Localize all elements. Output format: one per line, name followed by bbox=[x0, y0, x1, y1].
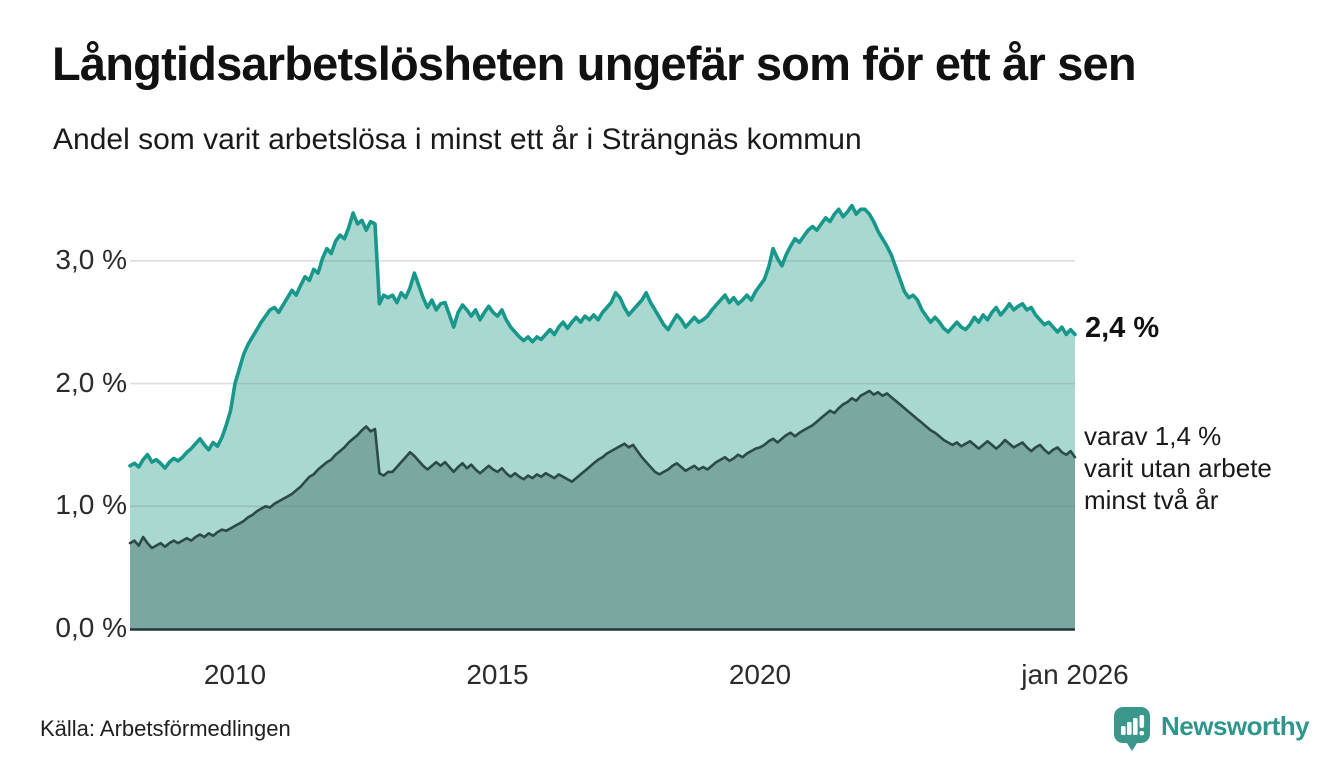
series-1-area bbox=[130, 390, 1075, 629]
y-tick-label: 0,0 % bbox=[55, 612, 127, 643]
newsworthy-wordmark: Newsworthy bbox=[1161, 710, 1310, 741]
series-0-line bbox=[128, 203, 1077, 470]
gridlines bbox=[130, 260, 1075, 508]
y-tick-label: 1,0 % bbox=[55, 489, 127, 521]
latest-value-label: 2,4 % bbox=[1085, 312, 1160, 344]
newsworthy-logo: Newsworthy bbox=[1113, 706, 1310, 752]
x-tick-label: 2010 bbox=[203, 659, 267, 690]
secondary-series-label: varav 1,4 % varit utan arbete minst två … bbox=[1084, 420, 1272, 516]
page-title: Långtidsarbetslösheten ungefär som för e… bbox=[52, 37, 1137, 90]
series-1-line bbox=[128, 389, 1077, 550]
y-tick-label: 3,0 % bbox=[55, 243, 127, 275]
source-credit: Källa: Arbetsförmedlingen bbox=[40, 716, 291, 741]
secondary-label-line3: minst två år bbox=[1084, 485, 1219, 515]
x-tick-label: 2020 bbox=[728, 659, 792, 690]
secondary-label-line1: varav 1,4 % bbox=[1084, 421, 1222, 451]
newsworthy-badge-icon bbox=[1114, 707, 1150, 751]
x-tick-label: jan 2026 bbox=[1021, 659, 1129, 690]
secondary-label-line2: varit utan arbete bbox=[1084, 453, 1272, 483]
page-subtitle: Andel som varit arbetslösa i minst ett å… bbox=[53, 123, 862, 156]
y-tick-label: 2,0 % bbox=[55, 366, 127, 398]
x-tick-label: 2015 bbox=[466, 659, 529, 690]
